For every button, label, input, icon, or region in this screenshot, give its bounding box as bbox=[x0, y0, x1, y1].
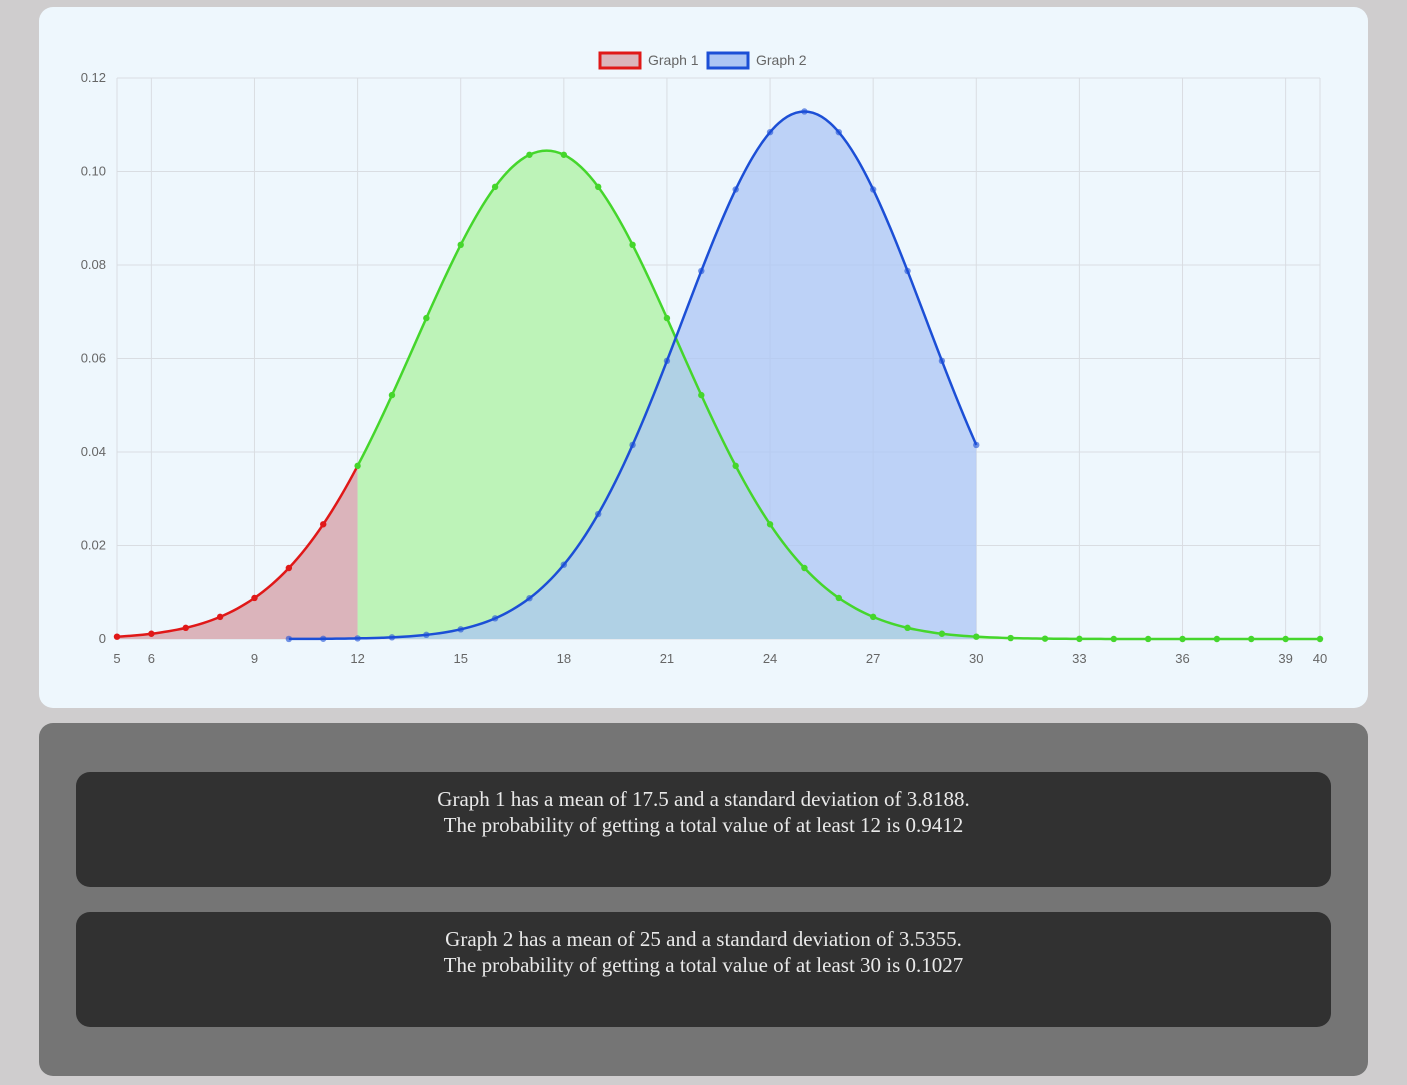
graph-2-point bbox=[629, 441, 636, 449]
graph-1-shaded-tail bbox=[117, 465, 358, 639]
graph-1-point bbox=[560, 151, 568, 158]
x-tick-label: 18 bbox=[557, 651, 571, 666]
x-tick-label: 21 bbox=[660, 651, 674, 666]
graph-1-point bbox=[216, 613, 224, 621]
graph-2-point bbox=[938, 357, 946, 365]
graph-2-point bbox=[869, 186, 877, 193]
graph-1-point bbox=[1248, 635, 1255, 643]
graph-2-point bbox=[354, 635, 361, 642]
graph-2-point bbox=[560, 561, 568, 568]
graph-2-point bbox=[388, 634, 396, 641]
graph-1-probability: The probability of getting a total value… bbox=[443, 813, 964, 837]
graph-1-line-red bbox=[116, 465, 359, 638]
y-tick-label: 0.04 bbox=[81, 444, 106, 459]
graph-1-point bbox=[1213, 635, 1221, 643]
graph-2-point bbox=[904, 267, 911, 275]
graph-1-point bbox=[801, 564, 808, 572]
normal-distribution-chart: 0 0.02 0.04 0.06 0.08 0.10 0.12 5 6 9 12 15 18 21 24 27… bbox=[81, 51, 1327, 666]
graph-2-point bbox=[491, 615, 499, 622]
graph-1-point bbox=[526, 151, 533, 158]
graph-1-point bbox=[1007, 634, 1014, 642]
legend-swatch-graph-2 bbox=[706, 51, 750, 70]
graph-1-point bbox=[938, 630, 946, 637]
graph-1-point bbox=[663, 314, 671, 322]
graph-1-point bbox=[595, 183, 602, 191]
graph-1-point bbox=[423, 314, 430, 322]
x-tick-label: 24 bbox=[763, 651, 777, 666]
y-tick-label: 0.02 bbox=[81, 538, 106, 553]
info-panel: Graph 1 has a mean of 17.5 and a standar… bbox=[39, 723, 1368, 1076]
graph-2-point bbox=[663, 357, 671, 365]
graph-2-point bbox=[801, 108, 808, 115]
graph-1-point bbox=[182, 624, 189, 632]
graph-1-point bbox=[835, 594, 842, 602]
x-tick-label: 6 bbox=[148, 651, 155, 666]
graph-2-area bbox=[288, 111, 977, 640]
x-tick-label: 12 bbox=[350, 651, 364, 666]
graph-2-point bbox=[285, 635, 293, 643]
graph-1-point bbox=[973, 633, 980, 640]
legend-label-graph-2: Graph 2 bbox=[756, 52, 807, 68]
graph-2-probability: The probability of getting a total value… bbox=[443, 953, 964, 977]
x-tick-label: 39 bbox=[1278, 651, 1292, 666]
graph-1-point bbox=[285, 564, 293, 572]
graph-2-point bbox=[732, 186, 739, 193]
graph-2-point bbox=[526, 595, 533, 602]
graph-1-point bbox=[388, 391, 396, 399]
graph-1-point bbox=[629, 241, 636, 249]
graph-2-info-box: Graph 2 has a mean of 25 and a standard … bbox=[76, 912, 1331, 1027]
graph-1-point bbox=[113, 633, 121, 640]
graph-1-point bbox=[1179, 635, 1186, 643]
x-tick-label: 40 bbox=[1313, 651, 1327, 666]
graph-1-point bbox=[1041, 635, 1049, 642]
graph-1-point bbox=[1282, 635, 1289, 643]
y-tick-label: 0.08 bbox=[81, 257, 106, 272]
y-tick-label: 0.10 bbox=[81, 164, 106, 179]
graph-2-point bbox=[835, 128, 842, 136]
y-tick-label: 0.12 bbox=[81, 70, 106, 85]
graph-2-point bbox=[698, 267, 705, 275]
x-tick-label: 9 bbox=[251, 651, 258, 666]
graph-1-point bbox=[491, 183, 499, 191]
graph-1-point bbox=[457, 241, 464, 249]
x-tick-label: 36 bbox=[1175, 651, 1189, 666]
graph-1-point bbox=[1144, 635, 1152, 643]
graph-2-summary: Graph 2 has a mean of 25 and a standard … bbox=[445, 927, 962, 951]
graph-1-info-box: Graph 1 has a mean of 17.5 and a standar… bbox=[76, 772, 1331, 887]
x-tick-label: 27 bbox=[866, 651, 880, 666]
chart-panel: 0 0.02 0.04 0.06 0.08 0.10 0.12 5 6 9 12 15 18 21 24 27… bbox=[39, 7, 1368, 708]
x-tick-label: 5 bbox=[113, 651, 120, 666]
y-tick-label: 0.06 bbox=[81, 351, 106, 366]
graph-2-point bbox=[320, 635, 327, 642]
graph-2-point bbox=[595, 510, 602, 518]
x-tick-label: 30 bbox=[969, 651, 983, 666]
graph-1-point bbox=[148, 630, 155, 637]
graph-2-point bbox=[457, 626, 464, 633]
y-tick-label: 0 bbox=[99, 631, 106, 646]
x-tick-label: 15 bbox=[453, 651, 467, 666]
graph-1-point bbox=[732, 462, 739, 470]
graph-1-point bbox=[869, 613, 877, 621]
graph-1-point bbox=[766, 521, 774, 528]
graph-2-point bbox=[973, 441, 980, 449]
x-tick-label: 33 bbox=[1072, 651, 1086, 666]
graph-1-point bbox=[320, 521, 327, 528]
graph-1-point bbox=[1110, 635, 1117, 643]
graph-1-point bbox=[251, 594, 258, 602]
graph-1-point bbox=[1076, 635, 1083, 643]
graph-2-point bbox=[766, 128, 774, 136]
graph-2-point bbox=[423, 631, 430, 639]
legend-swatch-graph-1 bbox=[598, 51, 642, 70]
graph-1-point bbox=[904, 624, 911, 632]
graph-1-point bbox=[354, 462, 361, 470]
legend-label-graph-1: Graph 1 bbox=[648, 52, 699, 68]
graph-1-summary: Graph 1 has a mean of 17.5 and a standar… bbox=[437, 787, 970, 811]
graph-1-point bbox=[1316, 635, 1324, 643]
graph-1-point bbox=[698, 391, 705, 399]
